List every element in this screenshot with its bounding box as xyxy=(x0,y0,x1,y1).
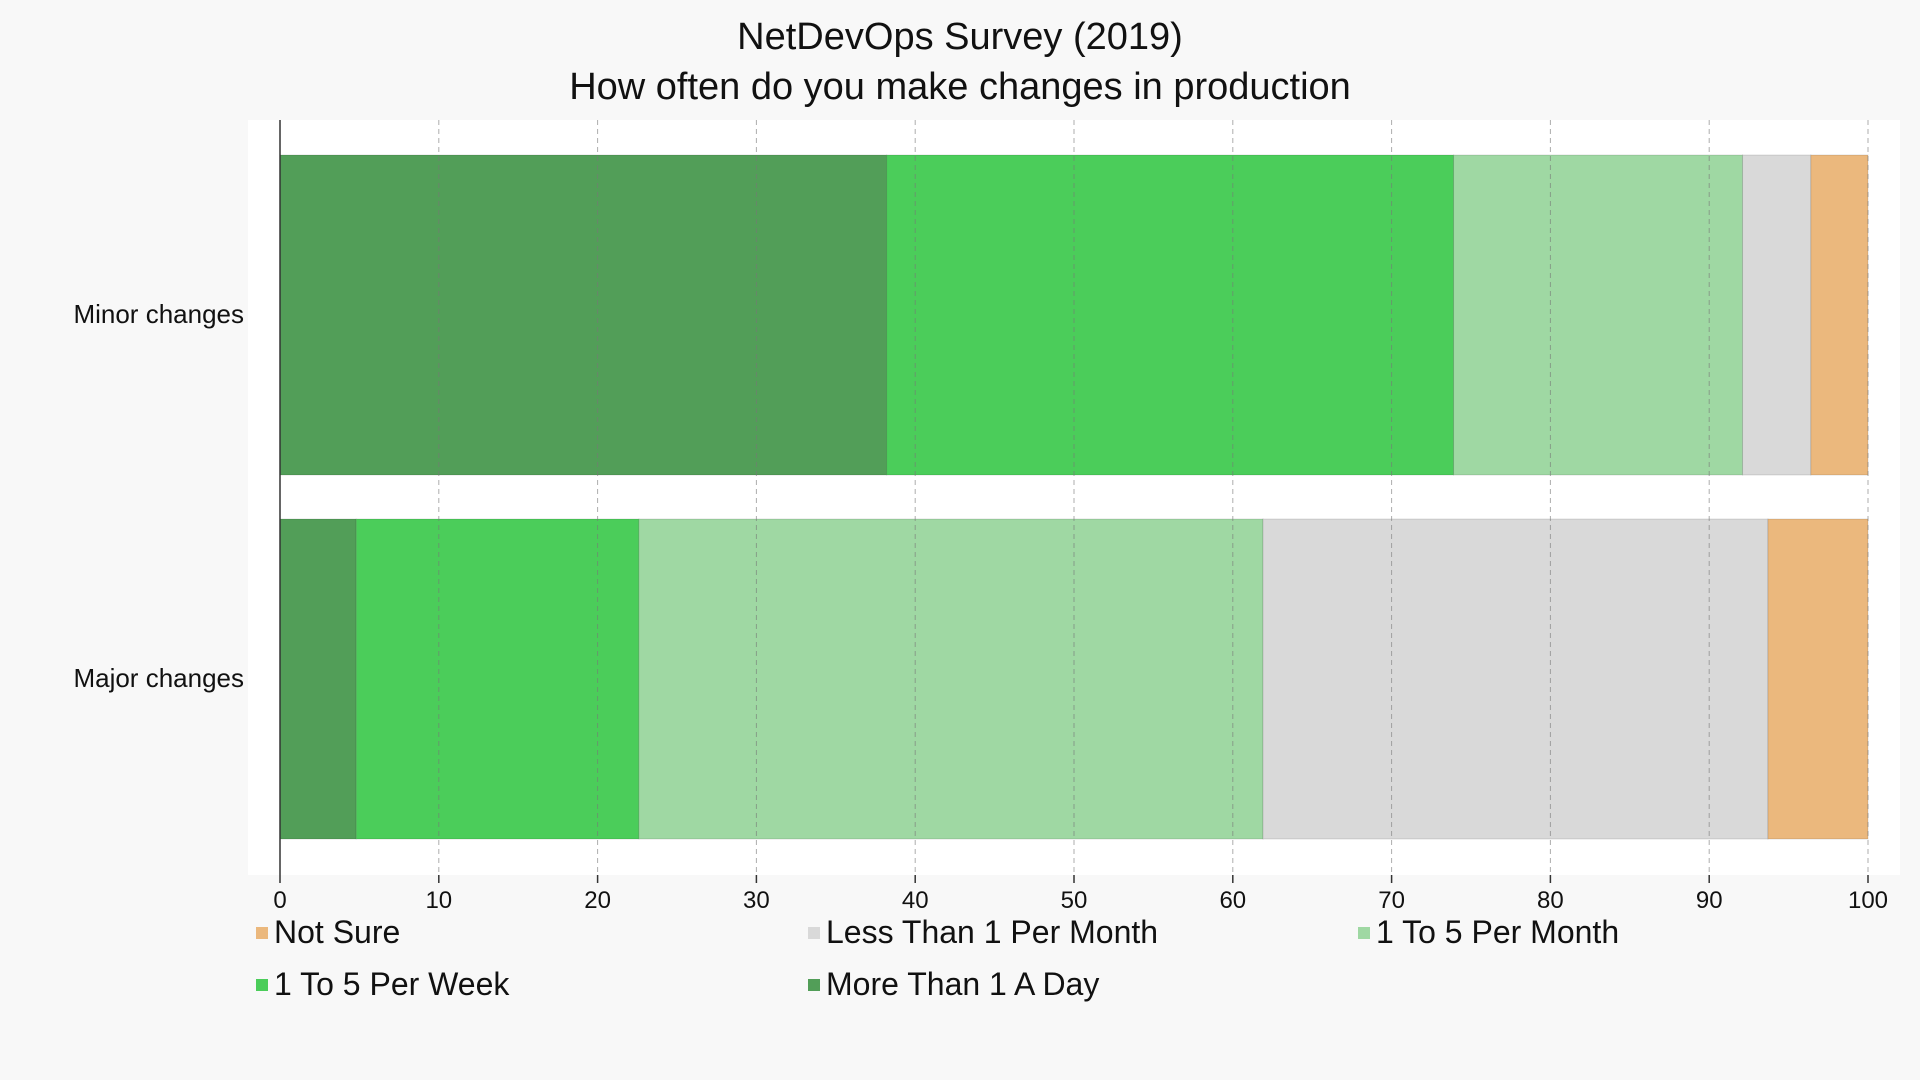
legend-label-3: 1 To 5 Per Week xyxy=(274,966,510,1002)
bar-0-0 xyxy=(279,154,888,476)
bar-0-1 xyxy=(886,154,1455,476)
chart-title-block: NetDevOps Survey (2019) How often do you… xyxy=(0,12,1920,112)
legend-swatch-4 xyxy=(808,978,820,991)
legend-item-4: More Than 1 A Day xyxy=(808,966,1099,1003)
chart-title: NetDevOps Survey (2019) xyxy=(737,16,1183,58)
x-tick-label-3: 30 xyxy=(743,887,770,914)
x-tick-label-5: 50 xyxy=(1061,887,1088,914)
bar-1-1 xyxy=(355,518,640,840)
legend-swatch-0 xyxy=(256,926,268,939)
bar-0-3 xyxy=(1742,154,1812,476)
x-tick-label-7: 70 xyxy=(1378,887,1405,914)
legend-label-0: Not Sure xyxy=(274,914,401,950)
legend-item-3: 1 To 5 Per Week xyxy=(256,966,509,1003)
legend-swatch-3 xyxy=(256,978,268,991)
legend-item-2: 1 To 5 Per Month xyxy=(1358,914,1619,951)
category-label-1: Major changes xyxy=(73,663,244,693)
legend-label-4: More Than 1 A Day xyxy=(826,966,1100,1002)
x-tick-label-6: 60 xyxy=(1219,887,1246,914)
bar-1-2 xyxy=(638,518,1264,840)
legend-label-1: Less Than 1 Per Month xyxy=(826,914,1159,950)
x-tick-label-1: 10 xyxy=(425,887,452,914)
legend-swatch-1 xyxy=(808,926,820,939)
x-tick-label-8: 80 xyxy=(1537,887,1564,914)
bar-1-0 xyxy=(279,518,357,840)
bar-0-2 xyxy=(1453,154,1744,476)
bar-1-4 xyxy=(1767,518,1869,840)
bar-1-3 xyxy=(1262,518,1769,840)
chart-subtitle: How often do you make changes in product… xyxy=(569,66,1351,108)
x-tick-label-2: 20 xyxy=(584,887,611,914)
legend-swatch-2 xyxy=(1358,926,1370,939)
x-tick-label-4: 40 xyxy=(902,887,929,914)
x-tick-label-9: 90 xyxy=(1696,887,1723,914)
legend-item-0: Not Sure xyxy=(256,914,400,951)
legend-item-1: Less Than 1 Per Month xyxy=(808,914,1158,951)
bar-0-4 xyxy=(1810,154,1869,476)
category-label-0: Minor changes xyxy=(73,299,244,329)
x-tick-label-0: 0 xyxy=(273,887,286,914)
x-tick-label-10: 100 xyxy=(1848,887,1888,914)
legend-label-2: 1 To 5 Per Month xyxy=(1376,914,1620,950)
